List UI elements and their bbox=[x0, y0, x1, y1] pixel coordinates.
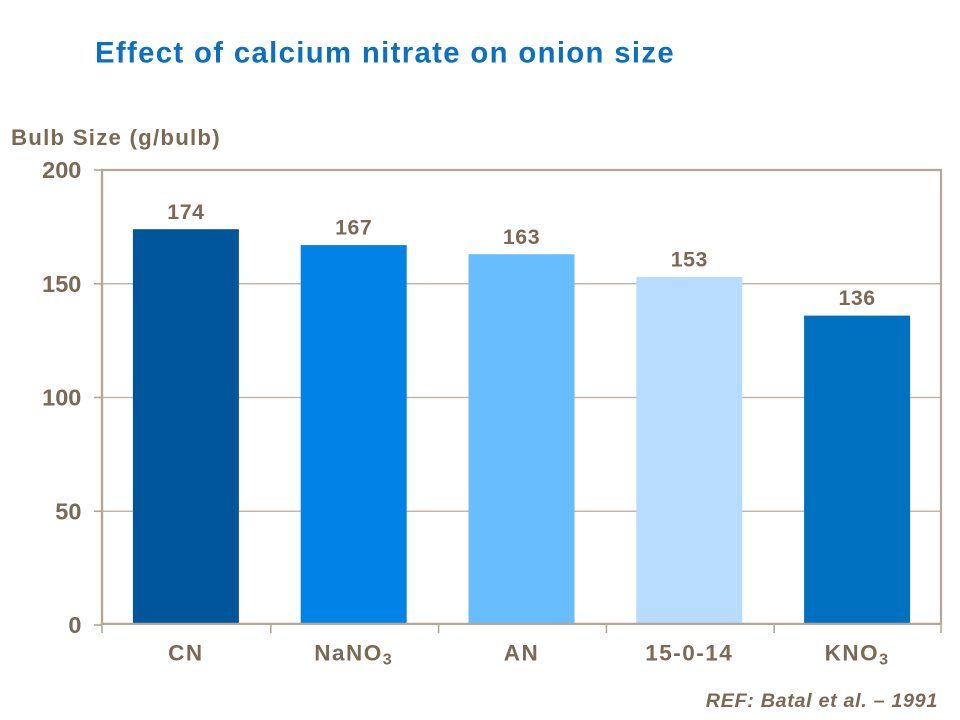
svg-text:Effect of calcium nitrate on o: Effect of calcium nitrate on onion size bbox=[95, 37, 675, 70]
svg-text:100: 100 bbox=[42, 385, 81, 411]
svg-text:NaNO3: NaNO3 bbox=[314, 640, 393, 668]
svg-text:136: 136 bbox=[839, 286, 876, 310]
svg-text:KNO3: KNO3 bbox=[825, 640, 890, 668]
svg-text:174: 174 bbox=[167, 200, 204, 224]
svg-text:Bulb Size (g/bulb): Bulb Size (g/bulb) bbox=[11, 125, 221, 150]
svg-text:CN: CN bbox=[168, 640, 204, 665]
svg-text:0: 0 bbox=[68, 612, 81, 638]
svg-text:REF: Batal et al. – 1991: REF: Batal et al. – 1991 bbox=[706, 690, 938, 712]
svg-text:153: 153 bbox=[671, 248, 708, 272]
svg-text:AN: AN bbox=[504, 640, 540, 665]
svg-text:167: 167 bbox=[335, 216, 372, 240]
svg-text:50: 50 bbox=[55, 498, 81, 524]
svg-text:200: 200 bbox=[42, 157, 81, 183]
svg-text:150: 150 bbox=[42, 271, 81, 297]
svg-text:15-0-14: 15-0-14 bbox=[645, 640, 733, 665]
svg-text:163: 163 bbox=[503, 225, 540, 249]
